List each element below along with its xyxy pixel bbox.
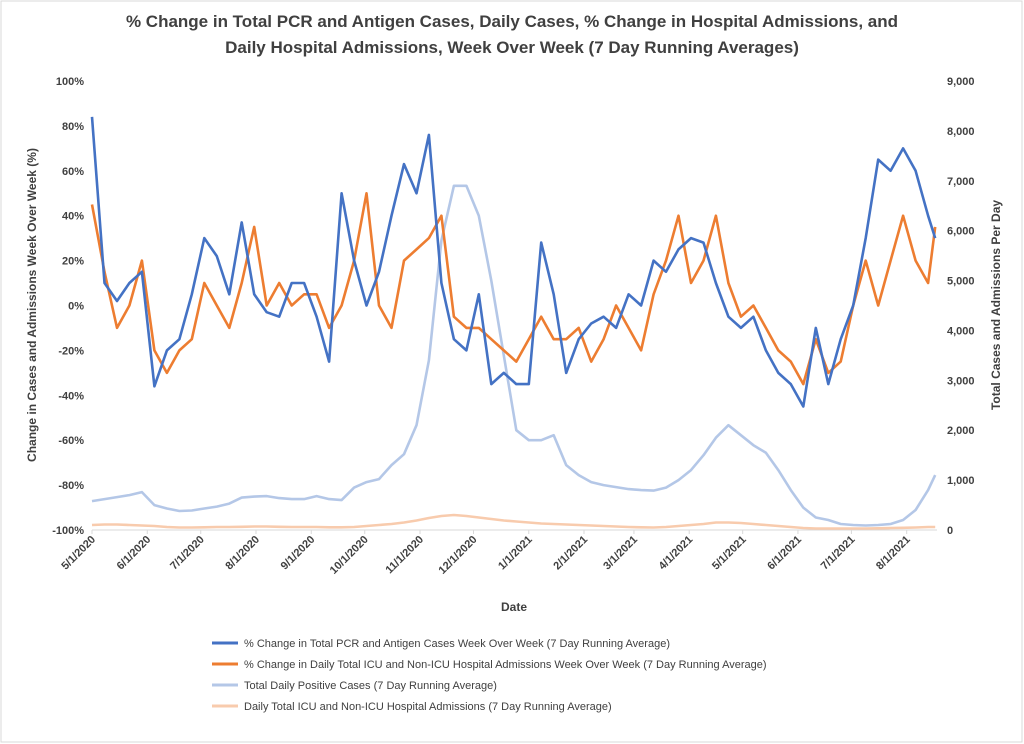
series-line [91, 513, 936, 530]
y-axis-title: Change in Cases and Admissions Week Over… [25, 148, 39, 462]
legend-label: Daily Total ICU and Non-ICU Hospital Adm… [244, 701, 612, 713]
chart-title: % Change in Total PCR and Antigen Cases,… [126, 12, 898, 31]
y-tick-label: -100% [52, 525, 84, 537]
series-line [90, 116, 937, 408]
legend-label: Total Daily Positive Cases (7 Day Runnin… [244, 680, 497, 692]
series-line [90, 192, 937, 386]
legend-label: % Change in Daily Total ICU and Non-ICU … [244, 659, 767, 671]
y2-tick-label: 3,000 [947, 375, 975, 387]
y-tick-label: 60% [62, 166, 84, 178]
y-tick-label: 40% [62, 211, 84, 223]
y2-tick-label: 4,000 [947, 325, 975, 337]
y-tick-label: 100% [56, 76, 84, 88]
y-tick-label: -20% [58, 345, 84, 357]
x-axis-title: Date [501, 600, 527, 614]
y-tick-label: -80% [58, 480, 84, 492]
y2-tick-label: 9,000 [947, 76, 975, 88]
y-tick-label: -60% [58, 435, 84, 447]
chart-subtitle: Daily Hospital Admissions, Week Over Wee… [225, 38, 799, 57]
y2-axis-title: Total Cases and Admissions Per Day [989, 200, 1003, 410]
y2-tick-label: 5,000 [947, 276, 975, 288]
y2-tick-label: 0 [947, 525, 953, 537]
y2-tick-label: 8,000 [947, 126, 975, 138]
legend-label: % Change in Total PCR and Antigen Cases … [244, 638, 670, 650]
y-tick-label: 80% [62, 121, 84, 133]
series-line [91, 184, 937, 527]
y2-tick-label: 1,000 [947, 475, 975, 487]
y-tick-label: -40% [58, 390, 84, 402]
y-tick-label: 0% [68, 301, 84, 313]
y2-tick-label: 6,000 [947, 226, 975, 238]
y2-tick-label: 7,000 [947, 176, 975, 188]
y-tick-label: 20% [62, 256, 84, 268]
y2-tick-label: 2,000 [947, 425, 975, 437]
